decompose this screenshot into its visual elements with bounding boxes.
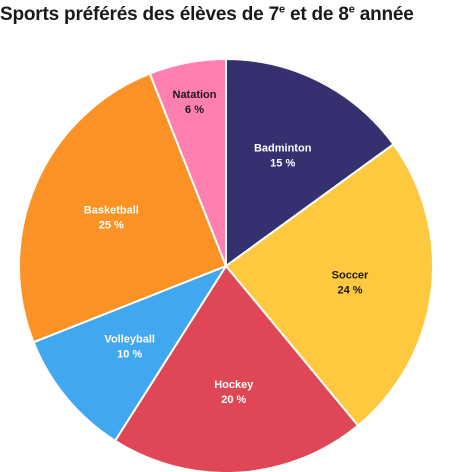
pie-slice-soccer (224, 142, 434, 427)
pie-slice-volleyball (32, 263, 229, 443)
slice-value-volleyball: 10 % (117, 349, 142, 361)
title-superscript-1: e (278, 3, 285, 16)
pie-labels: Badminton 15 % Soccer 24 % Hockey 20 % Volleyb… (84, 89, 369, 406)
slice-label-basketball: Basketball (84, 204, 139, 216)
slice-label-soccer: Soccer (332, 270, 369, 282)
slice-label-volleyball: Volleyball (104, 334, 155, 346)
slice-value-badminton: 15 % (270, 158, 295, 170)
slice-label-natation: Natation (173, 89, 217, 101)
slice-value-hockey: 20 % (221, 394, 246, 406)
title-part-3: année (354, 4, 414, 25)
chart-title: Sports préférés des élèves de 7e et de 8… (0, 4, 452, 26)
title-part-1: Sports préférés des élèves de 7 (0, 4, 279, 25)
slice-value-basketball: 25 % (99, 219, 124, 231)
pie-slice-basketball (18, 72, 228, 344)
pie-slices (18, 57, 434, 472)
title-part-2: et de 8 (284, 4, 349, 25)
title-superscript-2: e (348, 3, 355, 16)
pie-slice-hockey (113, 264, 360, 472)
slice-label-badminton: Badminton (254, 143, 312, 155)
pie-slice-natation (148, 57, 227, 267)
slice-value-soccer: 24 % (337, 285, 362, 297)
slice-label-hockey: Hockey (214, 379, 254, 391)
pie-slice-badminton (225, 57, 395, 268)
slice-value-natation: 6 % (185, 104, 204, 116)
